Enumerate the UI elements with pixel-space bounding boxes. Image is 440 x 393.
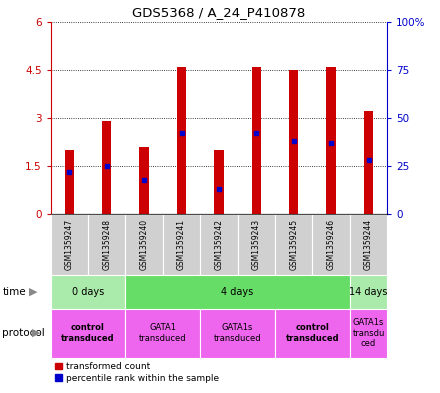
Text: 4 days: 4 days	[221, 287, 254, 297]
Bar	[125, 309, 200, 358]
Bar	[364, 112, 373, 214]
Bar	[125, 275, 350, 309]
Title: GDS5368 / A_24_P410878: GDS5368 / A_24_P410878	[132, 6, 305, 19]
Text: time: time	[2, 287, 26, 297]
Bar	[139, 147, 149, 214]
Text: GSM1359247: GSM1359247	[65, 219, 74, 270]
Bar	[102, 121, 111, 214]
Text: GSM1359240: GSM1359240	[139, 219, 149, 270]
Text: GSM1359248: GSM1359248	[102, 219, 111, 270]
Text: ▶: ▶	[29, 287, 37, 297]
Text: GSM1359245: GSM1359245	[289, 219, 298, 270]
Text: 14 days: 14 days	[349, 287, 388, 297]
Legend: transformed count, percentile rank within the sample: transformed count, percentile rank withi…	[55, 362, 219, 383]
Bar	[350, 214, 387, 275]
Bar	[125, 214, 163, 275]
Bar	[312, 214, 350, 275]
Bar	[275, 309, 350, 358]
Text: ▶: ▶	[32, 328, 40, 338]
Text: GSM1359242: GSM1359242	[214, 219, 224, 270]
Bar	[65, 150, 74, 214]
Bar	[275, 214, 312, 275]
Text: GSM1359243: GSM1359243	[252, 219, 261, 270]
Bar	[51, 214, 88, 275]
Bar	[214, 150, 224, 214]
Bar	[326, 66, 336, 214]
Bar	[252, 66, 261, 214]
Text: control
transduced: control transduced	[286, 323, 339, 343]
Text: GATA1
transduced: GATA1 transduced	[139, 323, 187, 343]
Bar	[51, 309, 125, 358]
Bar	[177, 66, 186, 214]
Text: control
transduced: control transduced	[61, 323, 115, 343]
Bar	[200, 309, 275, 358]
Text: 0 days: 0 days	[72, 287, 104, 297]
Bar	[350, 309, 387, 358]
Bar	[51, 275, 125, 309]
Bar	[238, 214, 275, 275]
Bar	[88, 214, 125, 275]
Bar	[289, 70, 298, 214]
Bar	[350, 275, 387, 309]
Bar	[163, 214, 200, 275]
Text: GATA1s
transduced: GATA1s transduced	[214, 323, 261, 343]
Text: GSM1359244: GSM1359244	[364, 219, 373, 270]
Text: GSM1359246: GSM1359246	[326, 219, 336, 270]
Text: GSM1359241: GSM1359241	[177, 219, 186, 270]
Bar	[200, 214, 238, 275]
Text: GATA1s
transdu
ced: GATA1s transdu ced	[352, 318, 385, 348]
Text: protocol: protocol	[2, 328, 45, 338]
